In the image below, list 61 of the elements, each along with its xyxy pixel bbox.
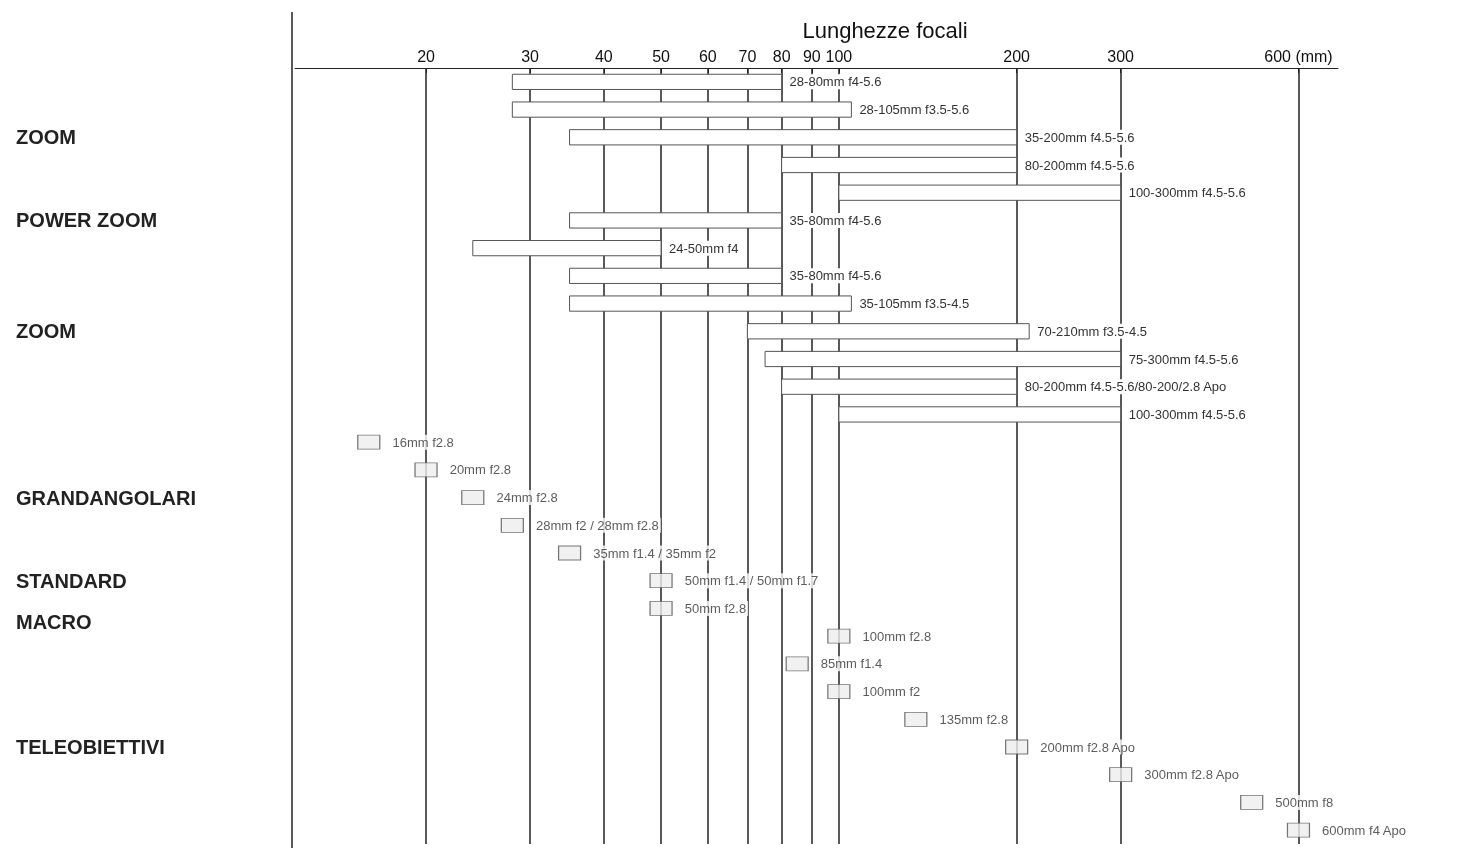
bar <box>569 129 1018 146</box>
y-tick-label: 300mm f2.8 Apo <box>1144 767 1239 783</box>
y-tick-label: 100-300mm f4.5-5.6 <box>1128 406 1246 422</box>
y-tick-label: 35-80mm f4-5.6 <box>789 268 882 284</box>
x-tick-label: 70 <box>738 47 757 65</box>
text: MACRO <box>16 611 92 634</box>
y-tick-label: 16mm f2.8 <box>392 434 454 450</box>
y-tick-label: 70-210mm f3.5-4.5 <box>1037 323 1148 339</box>
x-tick-label: 90 <box>802 47 821 65</box>
bar <box>511 101 852 118</box>
x-tick-label: 80 <box>772 47 791 65</box>
chart-title: Lunghezze focali <box>802 17 968 43</box>
y-tick-label: 35mm f1.4 / 35mm f2 <box>593 545 717 561</box>
x-tick-label: 600 (mm) <box>1264 47 1333 65</box>
y-tick-label: 80-200mm f4.5-5.6/80-200/2.8 Apo <box>1024 379 1227 395</box>
y-tick-label: 28-80mm f4-5.6 <box>789 74 882 90</box>
y-tick-label: 100-300mm f4.5-5.6 <box>1128 185 1246 201</box>
bar <box>781 156 1018 174</box>
x-tick-label: 20 <box>417 47 436 65</box>
x-tick-label: 300 <box>1107 47 1135 65</box>
y-tick-label: 80-200mm f4.5-5.6 <box>1024 157 1135 173</box>
bar <box>472 240 662 257</box>
y-tick-label: 35-80mm f4-5.6 <box>789 212 882 228</box>
x-tick-label: 60 <box>698 47 717 65</box>
y-tick-label: 500mm f8 <box>1275 794 1334 810</box>
text: TELEOBIETTIVI <box>16 736 165 758</box>
bar <box>764 350 1122 368</box>
y-tick-label: 35-200mm f4.5-5.6 <box>1024 129 1135 145</box>
text: ZOOM <box>16 126 76 149</box>
bar <box>838 406 1122 423</box>
y-tick-label: 24-50mm f4 <box>669 240 739 256</box>
x-tick-label: 30 <box>521 47 540 65</box>
y-tick-label: 50mm f1.4 / 50mm f1.7 <box>684 573 819 589</box>
text: ZOOM <box>16 320 76 343</box>
bar <box>569 295 852 312</box>
bar <box>781 378 1018 395</box>
x-tick-label: 200 <box>1003 47 1031 65</box>
bar <box>511 73 783 90</box>
y-tick-label: 100mm f2 <box>862 684 921 700</box>
bar <box>746 323 1030 340</box>
text: GRANDANGOLARI <box>16 486 196 509</box>
y-tick-label: 28mm f2 / 28mm f2.8 <box>535 517 659 533</box>
y-tick-label: 200mm f2.8 Apo <box>1040 739 1135 755</box>
y-tick-label: 50mm f2.8 <box>684 600 747 616</box>
bar <box>569 212 783 229</box>
y-tick-label: 24mm f2.8 <box>496 490 558 506</box>
y-tick-label: 75-300mm f4.5-5.6 <box>1128 351 1239 367</box>
text: STANDARD <box>16 569 127 592</box>
y-tick-label: 100mm f2.8 <box>862 628 932 644</box>
x-tick-label: 40 <box>594 47 613 65</box>
x-tick-label: 100 <box>825 47 853 65</box>
y-tick-label: 28-105mm f3.5-5.6 <box>859 102 970 118</box>
text: POWER ZOOM <box>16 209 158 232</box>
y-tick-label: 20mm f2.8 <box>449 462 512 478</box>
y-tick-label: 85mm f1.4 <box>820 656 883 672</box>
y-tick-label: 35-105mm f3.5-4.5 <box>859 296 970 312</box>
bar <box>838 184 1122 201</box>
x-tick-label: 50 <box>652 47 671 65</box>
y-tick-label: 600mm f4 Apo <box>1322 822 1406 838</box>
bar <box>569 267 783 284</box>
y-tick-label: 135mm f2.8 <box>939 711 1009 727</box>
